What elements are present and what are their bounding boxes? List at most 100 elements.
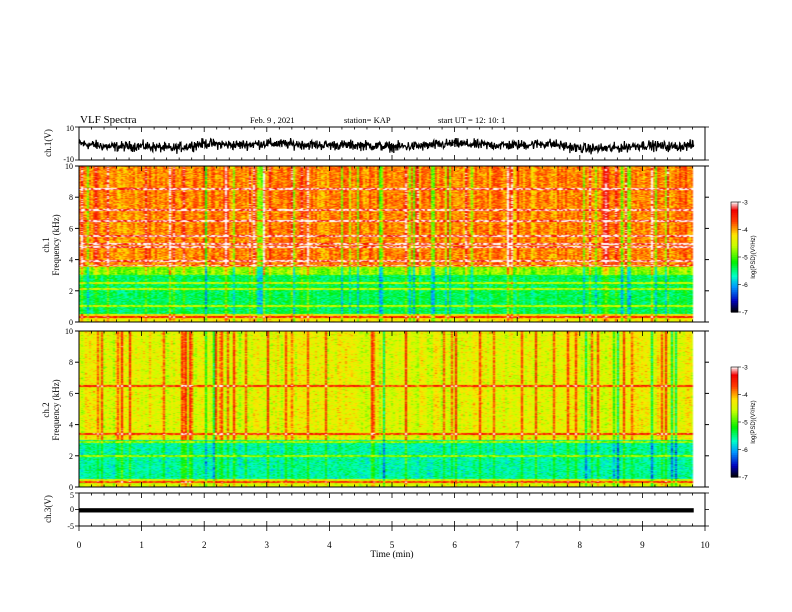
colorbar-swatch: [731, 273, 738, 276]
colorbar-swatch: [731, 381, 738, 385]
colorbar-swatch: [731, 385, 738, 388]
freq-tick-label: 2: [69, 452, 73, 461]
time-tick-label: 2: [202, 540, 207, 550]
colorbar-swatch: [731, 416, 738, 419]
colorbar-swatch: [731, 398, 738, 401]
colorbar-swatch: [731, 271, 738, 275]
colorbar-tick-label: -3: [742, 200, 748, 207]
colorbar-swatch: [731, 387, 738, 390]
colorbar-swatch: [731, 420, 738, 423]
time-axis-label: Time (min): [370, 549, 413, 560]
colorbar-swatch: [731, 370, 738, 374]
colorbar-swatch: [731, 301, 738, 304]
colorbar-swatch: [731, 214, 738, 218]
colorbar-swatch: [731, 268, 738, 271]
colorbar-swatch: [731, 290, 738, 293]
colorbar-swatch: [731, 389, 738, 392]
colorbar-swatch: [731, 255, 738, 258]
ch1-ytick-label: 10: [66, 124, 74, 133]
colorbar-swatch: [731, 423, 738, 427]
freq-axis-2: 0 2 4 6 8 10: [65, 327, 709, 492]
colorbar-swatch: [731, 418, 738, 421]
colorbar-tick-label: -6: [742, 447, 748, 454]
colorbar-swatch: [731, 383, 738, 386]
figure-station: station= KAP: [344, 115, 391, 125]
colorbar-swatch: [731, 211, 738, 214]
colorbar-swatch: [731, 244, 738, 247]
colorbar-swatch: [731, 222, 738, 225]
ch1-ytick-label: -10: [63, 155, 74, 164]
colorbar-swatch: [731, 288, 738, 291]
colorbar-swatch: [731, 462, 738, 465]
colorbar-tick-label: -4: [742, 227, 748, 234]
time-tick-label: 3: [265, 540, 270, 550]
colorbar-swatch: [731, 238, 738, 242]
colorbar-swatch: [731, 220, 738, 223]
colorbar-swatch: [731, 445, 738, 449]
colorbar-swatch: [731, 407, 738, 410]
colorbar-swatch: [731, 405, 738, 408]
ch1-waveform-panel: 10 -10 ch.1(V): [43, 124, 706, 164]
colorbar-tick-label: -7: [742, 310, 748, 317]
ch3-ytick-label: 0: [70, 505, 74, 514]
colorbar-swatch: [731, 458, 738, 462]
colorbar-swatch: [731, 455, 738, 458]
ch1-spectrogram-ylabel: Frequency (kHz): [51, 214, 61, 275]
colorbar-swatch: [731, 411, 738, 414]
colorbar-swatch: [731, 422, 738, 425]
colorbar-swatch: [731, 233, 738, 236]
colorbar-swatch: [731, 236, 738, 240]
colorbar-swatch: [731, 412, 738, 416]
colorbar-swatch: [731, 429, 738, 432]
colorbar-swatch: [731, 275, 738, 278]
time-tick-label: 7: [515, 540, 520, 550]
colorbar-swatch: [731, 227, 738, 231]
colorbar-swatch: [731, 453, 738, 456]
colorbar-swatch: [731, 209, 738, 212]
colorbar-swatch: [731, 266, 738, 269]
colorbar-swatch: [731, 202, 738, 205]
colorbar-swatch: [731, 368, 738, 372]
figure-date: Feb. 9 , 2021: [250, 115, 295, 125]
colorbar-swatch: [731, 242, 738, 245]
colorbar-swatch: [731, 378, 738, 381]
colorbar-swatch: [731, 224, 738, 227]
colorbar-swatch: [731, 205, 738, 209]
colorbar-swatch: [731, 401, 738, 405]
freq-tick-label: 6: [69, 224, 73, 233]
colorbar-swatch: [731, 471, 738, 474]
colorbar-tick-label: -3: [742, 365, 748, 372]
figure-title: VLF Spectra: [80, 114, 137, 126]
colorbar-swatch: [731, 218, 738, 221]
colorbar-swatch: [731, 438, 738, 441]
colorbar-swatch: [731, 297, 738, 300]
colorbar-swatch: [731, 293, 738, 297]
colorbar-swatch: [731, 466, 738, 469]
colorbar-swatch: [731, 414, 738, 418]
colorbar-swatch: [731, 257, 738, 260]
freq-tick-label: 0: [69, 318, 73, 327]
colorbar-swatch: [731, 282, 738, 286]
colorbar-swatch: [731, 464, 738, 467]
colorbar-swatch: [731, 269, 738, 273]
colorbar-swatch: [731, 449, 738, 452]
colorbar-swatch: [731, 306, 738, 309]
colorbar-swatch: [731, 394, 738, 397]
colorbar-swatch: [731, 392, 738, 396]
ch1-colorbar: log(PSD)(V²/Hz) -3 -4 -5 -6 -7: [730, 200, 757, 317]
ch2-spectrogram-image: [79, 331, 705, 487]
time-axis: 0 1 2 3 4 5 6 7 8 9 10: [75, 126, 710, 550]
colorbar-swatch: [731, 376, 738, 379]
ch1-spectrogram-image: [79, 166, 705, 322]
colorbar-swatch: [731, 427, 738, 430]
colorbar-swatch: [731, 400, 738, 403]
colorbar-swatch: [731, 246, 738, 249]
colorbar-swatch: [731, 436, 738, 440]
colorbar-swatch: [731, 442, 738, 445]
ch3-ytick-label: 5: [70, 491, 74, 500]
colorbar-swatch: [731, 225, 738, 229]
ch2-colorbar-label: log(PSD)(V²/Hz): [751, 400, 757, 443]
colorbar-swatch: [731, 374, 738, 377]
colorbar-tick-label: -5: [742, 255, 748, 262]
